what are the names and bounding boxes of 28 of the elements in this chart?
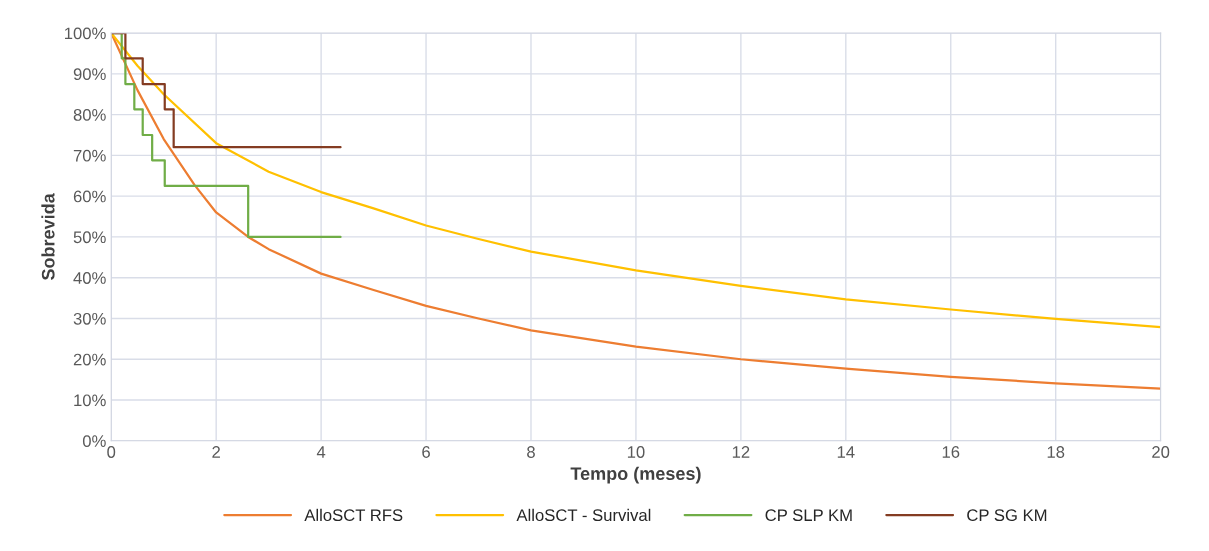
y-tick-label: 30% [73,312,106,325]
y-tick-label: 80% [73,109,106,121]
x-tick-label: 2 [212,446,220,458]
x-tick-label: 20 [1152,446,1170,458]
legend-label: CP SG KM [967,509,1047,522]
legend-label: AlloSCT - Survival [516,508,651,522]
x-tick-label: 8 [527,446,535,458]
legend-label: CP SLP KM [765,509,852,522]
y-tick-label: 50% [73,231,106,244]
y-tick-label: 70% [73,149,106,162]
x-axis-title: Tempo (meses) [570,466,701,484]
legend-label: AlloSCT RFS [304,508,403,522]
y-axis-title: Sobrevida [41,193,55,281]
y-tick-label: 60% [73,190,106,203]
y-tick-label: 40% [73,272,106,284]
x-tick-label: 12 [732,446,750,458]
x-tick-label: 16 [942,446,960,458]
y-tick-label: 20% [73,353,106,366]
y-tick-label: 10% [74,394,106,407]
y-tick-label: 100% [65,27,106,40]
x-tick-label: 4 [316,446,326,458]
y-tick-label: 0% [82,435,106,447]
x-tick-label: 14 [837,446,855,458]
x-tick-label: 10 [627,446,645,458]
x-tick-label: 18 [1047,446,1065,458]
x-tick-label: 6 [422,446,430,458]
x-tick-label: 0 [107,446,116,458]
y-tick-label: 90% [73,68,106,81]
